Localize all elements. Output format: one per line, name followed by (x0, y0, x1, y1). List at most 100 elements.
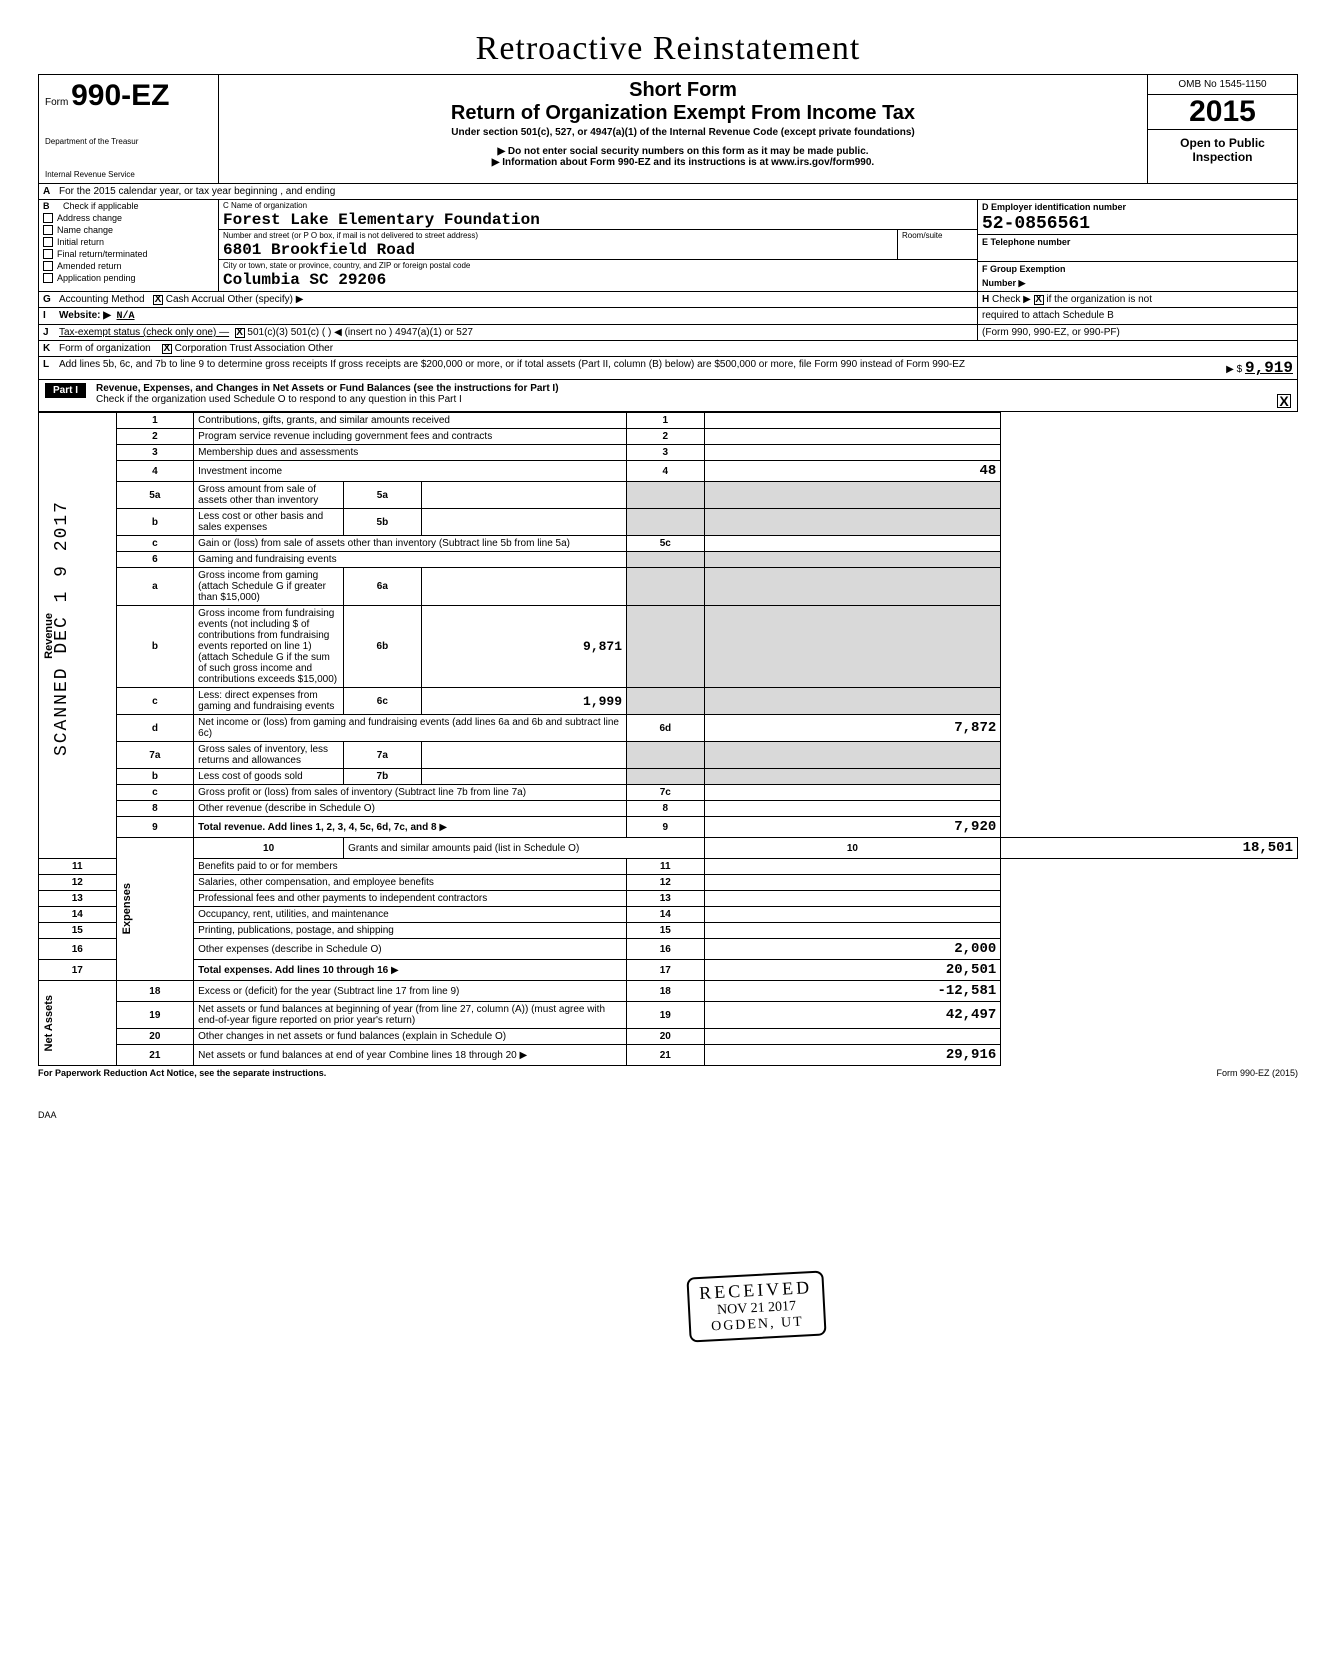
part1-title: Revenue, Expenses, and Changes in Net As… (96, 383, 1291, 394)
row-16-text: Other expenses (describe in Schedule O) (194, 939, 627, 960)
row-9-amt: 7,920 (704, 817, 1001, 838)
arrow-icon: ▶ (439, 822, 447, 833)
row-13-num: 13 (39, 891, 117, 907)
row-14-text: Occupancy, rent, utilities, and maintena… (194, 907, 627, 923)
row-21-amt: 29,916 (704, 1045, 1001, 1066)
chk-pending[interactable] (43, 273, 53, 283)
row-7a-subamt (421, 742, 626, 769)
c-addr-value: 6801 Brookfield Road (219, 241, 897, 259)
note-info: ▶ Information about Form 990-EZ and its … (227, 157, 1139, 168)
chk-part1[interactable]: X (1277, 394, 1291, 408)
row-6-shade2 (704, 552, 1001, 568)
row-19-text: Net assets or fund balances at beginning… (194, 1002, 627, 1029)
k-label: Form of organization (59, 343, 151, 354)
chk-501c3[interactable]: X (235, 328, 245, 338)
row-5b-num: b (116, 509, 194, 536)
chk-initial[interactable] (43, 237, 53, 247)
j-label: Tax-exempt status (check only one) — (59, 327, 229, 338)
b-pending: Application pending (57, 273, 136, 283)
row-6b-shade2 (704, 606, 1001, 688)
chk-amended[interactable] (43, 261, 53, 271)
row-6b-text: Gross income from fundraising events (no… (194, 606, 344, 688)
letter-g: G (39, 292, 55, 307)
b-amended: Amended return (57, 261, 122, 271)
open-to-public: Open to Public Inspection (1148, 130, 1297, 170)
row-20-text: Other changes in net assets or fund bala… (194, 1029, 627, 1045)
row-7b-shade2 (704, 769, 1001, 785)
row-15-amt (704, 923, 1001, 939)
form-header: Form 990-EZ Department of the Treasur In… (38, 74, 1298, 184)
row-3-text: Membership dues and assessments (194, 445, 627, 461)
form-number: 990-EZ (71, 79, 169, 112)
f-label: F Group Exemption (978, 262, 1297, 276)
row-7b-text: Less cost of goods sold (194, 769, 344, 785)
chk-final[interactable] (43, 249, 53, 259)
row-5c-box: 5c (627, 536, 705, 552)
row-7b-num: b (116, 769, 194, 785)
row-12-num: 12 (39, 875, 117, 891)
row-5a-sub: 5a (344, 482, 422, 509)
row-10-text: Grants and similar amounts paid (list in… (344, 838, 705, 859)
note-ssn: ▶ Do not enter social security numbers o… (227, 146, 1139, 157)
f-label2: Number ▶ (978, 276, 1297, 291)
title-return: Return of Organization Exempt From Incom… (227, 102, 1139, 125)
row-9-text: Total revenue. Add lines 1, 2, 3, 4, 5c,… (198, 822, 436, 833)
g-options: Cash Accrual Other (specify) ▶ (166, 294, 304, 305)
row-13-amt (704, 891, 1001, 907)
row-17-amt: 20,501 (704, 960, 1001, 981)
i-label: Website: ▶ (59, 310, 111, 321)
row-6a-shade2 (704, 568, 1001, 606)
chk-h[interactable]: X (1034, 295, 1044, 305)
row-19-amt: 42,497 (704, 1002, 1001, 1029)
row-12-amt (704, 875, 1001, 891)
row-1-num: 1 (116, 413, 194, 429)
line-a-text: For the 2015 calendar year, or tax year … (55, 184, 1297, 199)
row-9-num: 9 (116, 817, 194, 838)
row-18-box: 18 (627, 981, 705, 1002)
row-5c-amt (704, 536, 1001, 552)
h-text3: (Form 990, 990-EZ, or 990-PF) (977, 325, 1297, 340)
scanned-stamp: SCANNED DEC 1 9 2017 (52, 500, 72, 756)
row-7a-shade (627, 742, 705, 769)
row-10-num: 10 (194, 838, 344, 859)
row-9-box: 9 (627, 817, 705, 838)
b-name: Name change (57, 225, 113, 235)
row-1-text: Contributions, gifts, grants, and simila… (194, 413, 627, 429)
footer-left: For Paperwork Reduction Act Notice, see … (38, 1068, 326, 1078)
chk-cash[interactable]: X (153, 295, 163, 305)
row-6c-shade (627, 688, 705, 715)
row-2-num: 2 (116, 429, 194, 445)
d-value: 52-0856561 (978, 214, 1297, 235)
row-5a-shade (627, 482, 705, 509)
i-value: N/A (117, 311, 135, 322)
b-final: Final return/terminated (57, 249, 148, 259)
row-7a-sub: 7a (344, 742, 422, 769)
omb-number: OMB No 1545-1150 (1148, 75, 1297, 95)
row-18-num: 18 (116, 981, 194, 1002)
row-6b-shade (627, 606, 705, 688)
part1-check-line: Check if the organization used Schedule … (96, 394, 462, 408)
row-21-box: 21 (627, 1045, 705, 1066)
row-17-text: Total expenses. Add lines 10 through 16 (198, 965, 388, 976)
row-5a-text: Gross amount from sale of assets other t… (194, 482, 344, 509)
row-6-text: Gaming and fundraising events (194, 552, 627, 568)
chk-name[interactable] (43, 225, 53, 235)
row-6a-shade (627, 568, 705, 606)
row-17-num: 17 (39, 960, 117, 981)
row-18-amt: -12,581 (704, 981, 1001, 1002)
row-6-num: 6 (116, 552, 194, 568)
row-6c-num: c (116, 688, 194, 715)
row-5b-sub: 5b (344, 509, 422, 536)
chk-corp[interactable]: X (162, 344, 172, 354)
c-addr-label: Number and street (or P O box, if mail i… (219, 230, 897, 241)
dept-irs: Internal Revenue Service (45, 170, 212, 179)
h-label: Check ▶ (992, 294, 1031, 305)
row-11-box: 11 (627, 859, 705, 875)
row-7b-subamt (421, 769, 626, 785)
row-7b-sub: 7b (344, 769, 422, 785)
c-name-label: C Name of organization (219, 200, 977, 211)
letter-i: I (39, 308, 55, 324)
chk-address[interactable] (43, 213, 53, 223)
row-5b-text: Less cost or other basis and sales expen… (194, 509, 344, 536)
row-15-num: 15 (39, 923, 117, 939)
